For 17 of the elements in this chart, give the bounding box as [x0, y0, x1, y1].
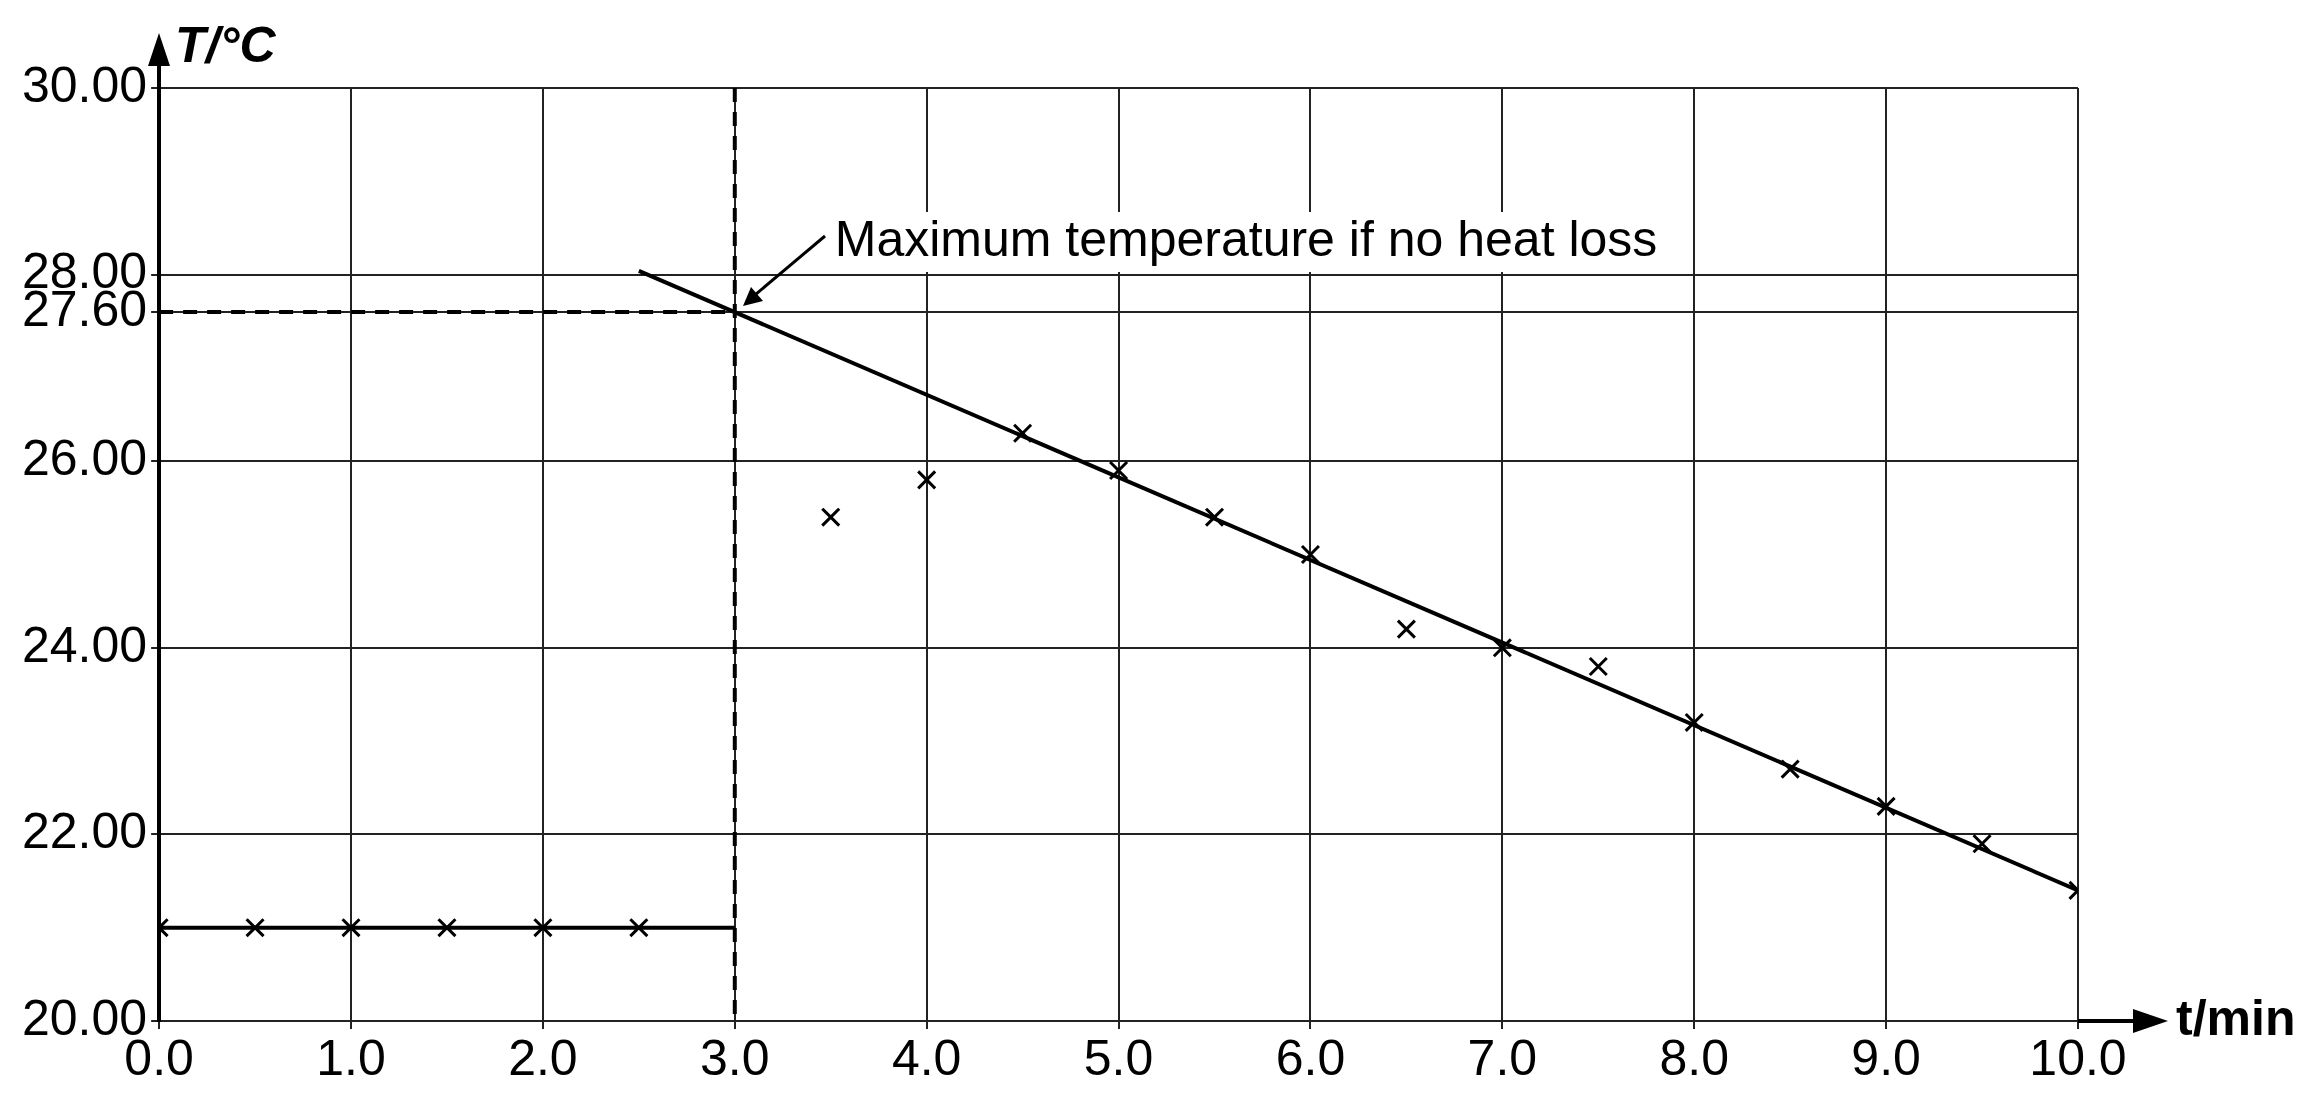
y-tick-label: 30.00: [22, 56, 148, 113]
y-axis-title: T/°C: [175, 16, 277, 73]
x-tick-label: 4.0: [891, 1029, 962, 1086]
x-tick-label: 6.0: [1275, 1029, 1346, 1086]
y-tick-label: 24.00: [22, 616, 148, 673]
x-tick-label: 3.0: [700, 1029, 770, 1086]
y-tick-label: 26.00: [22, 429, 148, 486]
x-axis-title: t/min: [2176, 989, 2296, 1046]
x-tick-label: 9.0: [1851, 1029, 1921, 1086]
x-tick-label: 2.0: [508, 1029, 578, 1086]
x-tick-label: 5.0: [1083, 1029, 1154, 1086]
x-tick-label: 1.0: [316, 1029, 386, 1086]
y-tick-label: 22.00: [22, 803, 148, 860]
x-tick-label: 8.0: [1659, 1029, 1729, 1086]
annotation: Maximum temperature if no heat loss: [834, 210, 1658, 267]
x-tick-label: 7.0: [1467, 1029, 1538, 1086]
x-tick-label: 10.0: [2029, 1029, 2127, 1086]
